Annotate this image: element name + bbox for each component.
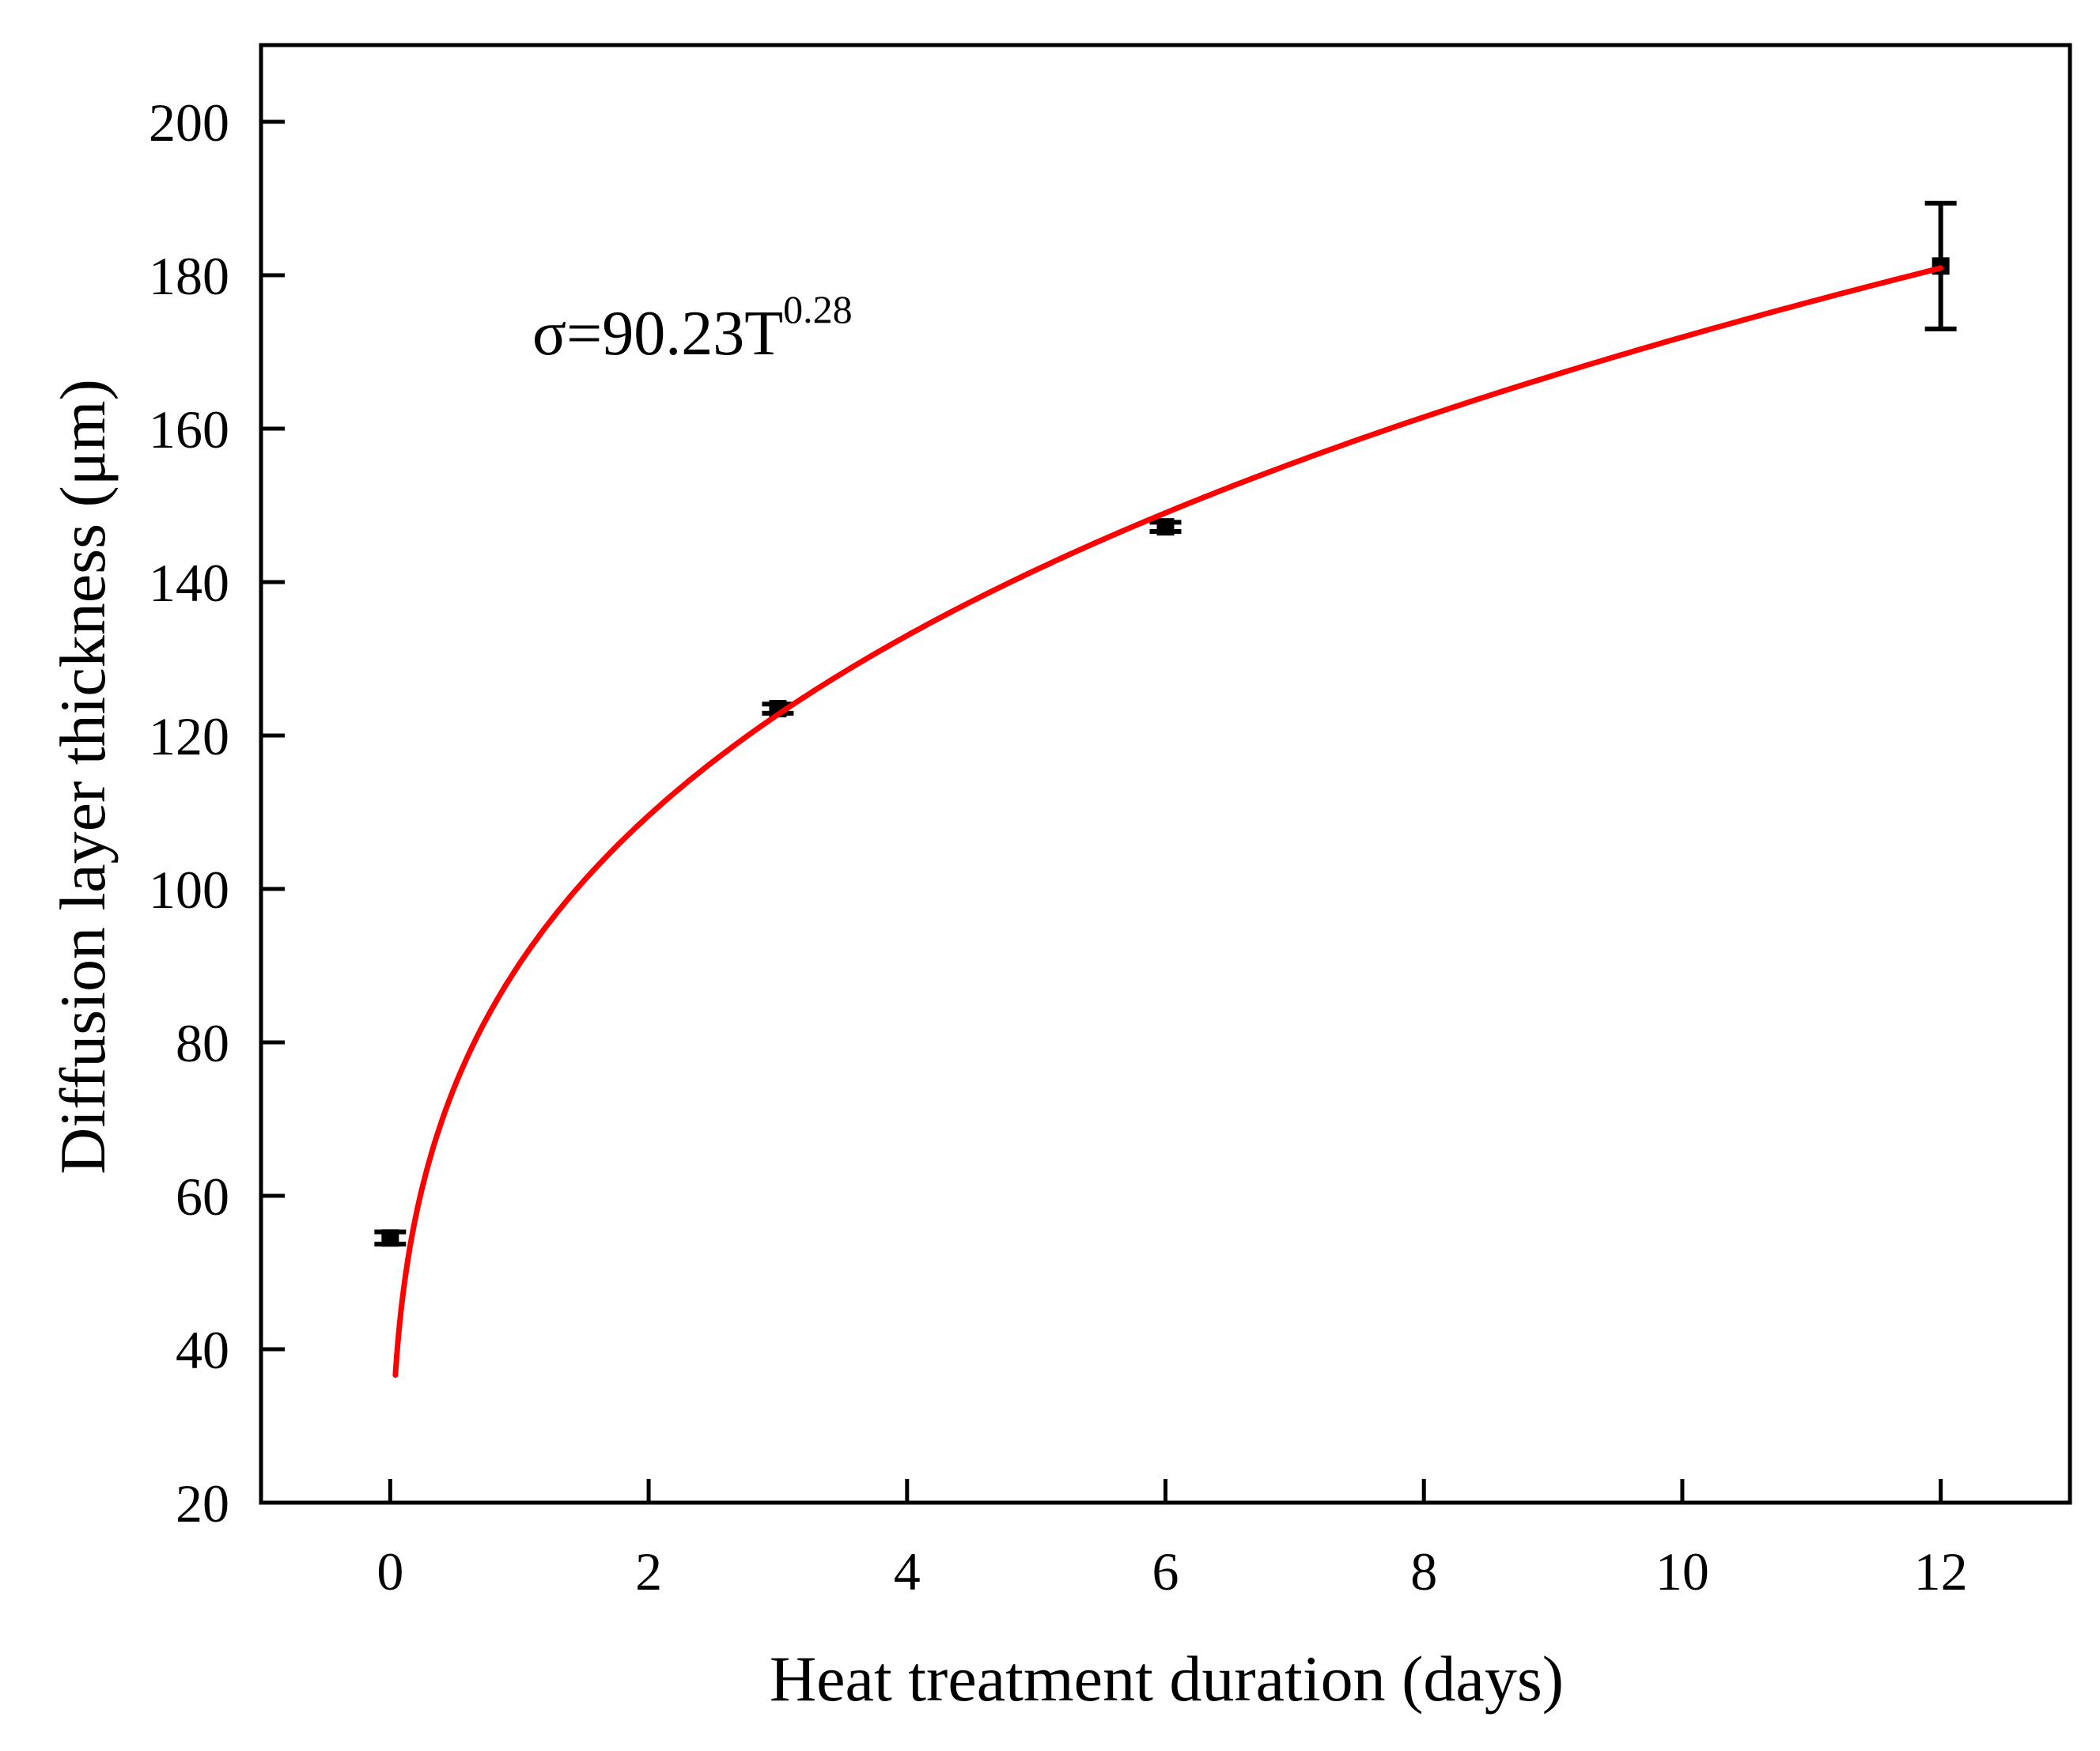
x-tick-label: 2 bbox=[635, 1541, 662, 1602]
x-tick-label: 6 bbox=[1152, 1541, 1179, 1602]
x-tick-label: 10 bbox=[1655, 1541, 1709, 1602]
x-axis-title: Heat treatment duration (days) bbox=[770, 1643, 1564, 1715]
ticks-layer: 0 2 4 6 8 10 12 20 40 60 80 100 120 140 160 180 200 bbox=[149, 93, 1968, 1602]
data-point bbox=[1156, 518, 1175, 536]
marks-layer bbox=[374, 200, 1957, 1378]
x-tick-label: 4 bbox=[894, 1541, 921, 1602]
fit-equation: σ=90.23T0.28 bbox=[532, 287, 853, 369]
y-tick-label: 20 bbox=[176, 1473, 229, 1534]
fit-curve bbox=[392, 265, 1944, 1378]
x-tick-label: 0 bbox=[376, 1541, 403, 1602]
fit-equation-exponent: 0.28 bbox=[783, 287, 853, 331]
y-tick-label: 100 bbox=[149, 860, 229, 920]
y-tick-label: 40 bbox=[176, 1320, 229, 1380]
x-tick-label: 8 bbox=[1410, 1541, 1437, 1602]
y-axis-title: Diffusion layer thickness (μm) bbox=[47, 379, 119, 1174]
y-tick-label: 60 bbox=[176, 1167, 229, 1227]
y-tick-label: 200 bbox=[149, 93, 229, 153]
fit-equation-base: σ=90.23T bbox=[532, 299, 783, 369]
y-tick-label: 140 bbox=[149, 553, 229, 613]
y-tick-label: 160 bbox=[149, 399, 229, 459]
data-point bbox=[381, 1229, 399, 1247]
y-tick-label: 180 bbox=[149, 246, 229, 306]
y-tick-label: 120 bbox=[149, 706, 229, 766]
y-tick-label: 80 bbox=[176, 1013, 229, 1073]
x-tick-label: 12 bbox=[1914, 1541, 1968, 1602]
